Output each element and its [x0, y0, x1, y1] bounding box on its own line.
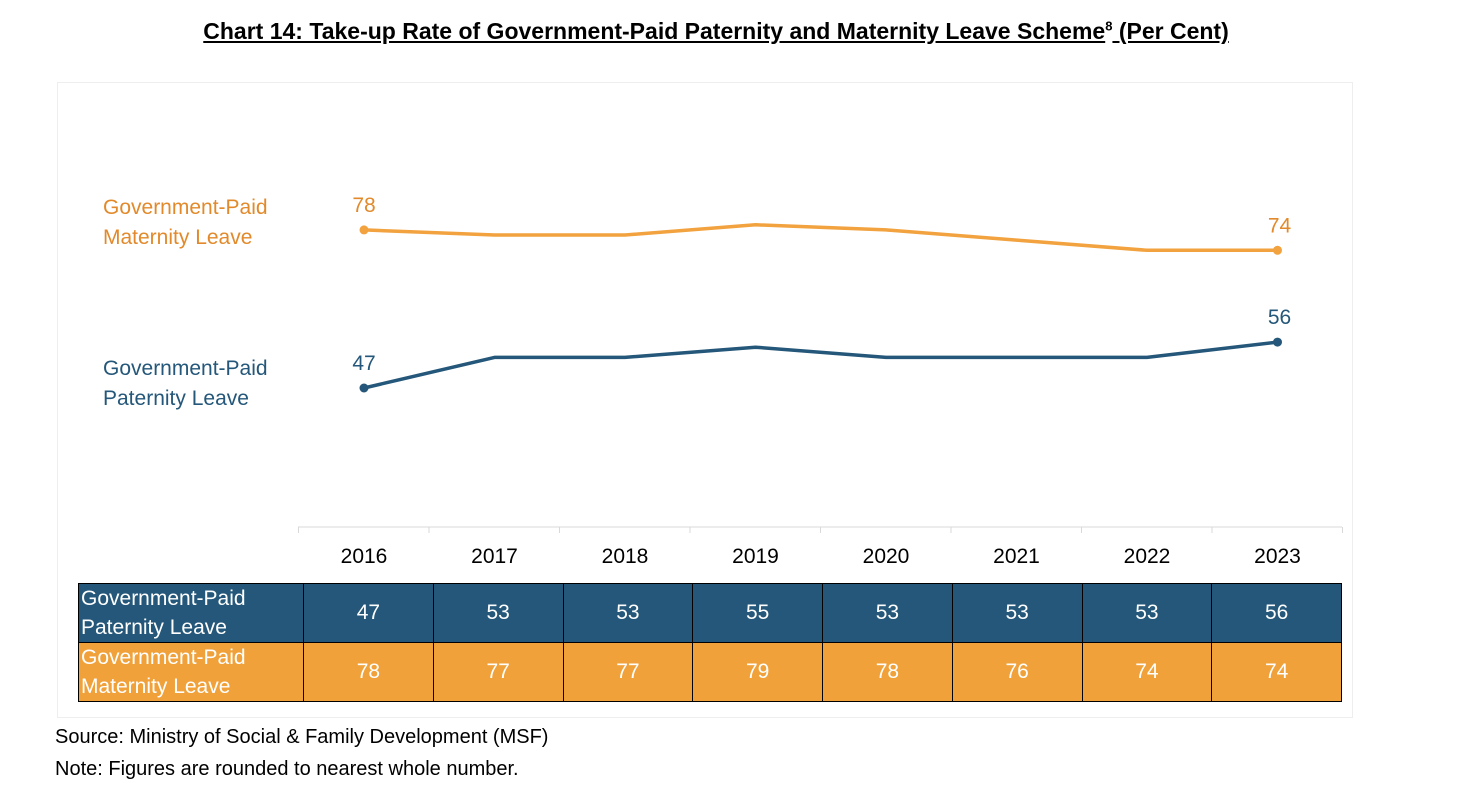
data-label-last: 74: [1268, 214, 1292, 237]
table-cell: 74: [1081, 642, 1213, 702]
series-end-point: [1273, 337, 1282, 347]
table-row-header-line2: Maternity Leave: [81, 675, 231, 698]
table-cell: 47: [303, 583, 434, 643]
series-label-paternity-line1: Government-Paid: [103, 357, 268, 380]
table-cell: 53: [562, 583, 694, 643]
table-cell: 77: [432, 642, 564, 702]
x-tick-label: 2021: [993, 545, 1040, 568]
table-cell: 53: [951, 583, 1083, 643]
chart-title-suffix: (Per Cent): [1112, 18, 1229, 44]
series-end-point: [1273, 245, 1282, 255]
table-cell: 78: [303, 642, 434, 702]
table-cell: 79: [692, 642, 823, 702]
table-cell: 55: [692, 583, 823, 643]
x-tick-label: 2022: [1124, 545, 1171, 568]
source-note: Source: Ministry of Social & Family Deve…: [55, 726, 549, 748]
x-tick-label: 2017: [471, 545, 518, 568]
table-cell: 78: [822, 642, 953, 702]
line-chart: 2016 2017 2018 2019 2020 2021 2022 2023 78 74 47 56: [298, 194, 1343, 568]
rounding-note: Note: Figures are rounded to nearest who…: [55, 758, 519, 780]
x-tick-label: 2019: [732, 545, 779, 568]
table-cell: 76: [951, 642, 1083, 702]
series-label-paternity-line2: Paternity Leave: [103, 387, 249, 410]
series-label-maternity: Government-Paid Maternity Leave: [103, 193, 333, 253]
chart-panel: [57, 82, 1353, 718]
series-label-maternity-line1: Government-Paid: [103, 196, 268, 219]
series-end-point: [359, 225, 369, 235]
chart-title: Chart 14: Take-up Rate of Government-Pai…: [0, 18, 1432, 45]
table-cell: 77: [562, 642, 694, 702]
table-row-paternity: Government-Paid Paternity Leave 47 53 53…: [78, 583, 1342, 643]
table-row-header-paternity: Government-Paid Paternity Leave: [78, 583, 304, 643]
series-end-point: [359, 383, 369, 393]
table-row-header-line1: Government-Paid: [81, 587, 246, 610]
x-tick-label: 2018: [602, 545, 649, 568]
x-tick-label: 2023: [1254, 545, 1301, 568]
table-cell: 53: [432, 583, 564, 643]
series-line: [363, 340, 1278, 390]
data-table: Government-Paid Paternity Leave 47 53 53…: [78, 583, 1342, 702]
chart-title-text: Chart 14: Take-up Rate of Government-Pai…: [203, 18, 1106, 44]
series-label-maternity-line2: Maternity Leave: [103, 226, 253, 249]
data-label-first: 78: [352, 194, 375, 217]
table-row-maternity: Government-Paid Maternity Leave 78 77 77…: [78, 642, 1342, 702]
data-label-first: 47: [352, 352, 375, 375]
table-row-header-line2: Paternity Leave: [81, 616, 227, 639]
data-label-last: 56: [1268, 306, 1291, 329]
table-cell: 74: [1211, 642, 1342, 702]
table-cell: 53: [822, 583, 953, 643]
series-line: [363, 223, 1278, 253]
series-label-paternity: Government-Paid Paternity Leave: [103, 354, 333, 414]
footnote-marker: 8: [1105, 18, 1113, 34]
table-row-header-line1: Government-Paid: [81, 646, 246, 669]
x-tick-label: 2020: [863, 545, 910, 568]
x-tick-label: 2016: [341, 545, 388, 568]
table-cell: 53: [1081, 583, 1213, 643]
table-row-header-maternity: Government-Paid Maternity Leave: [78, 642, 304, 702]
table-cell: 56: [1211, 583, 1342, 643]
